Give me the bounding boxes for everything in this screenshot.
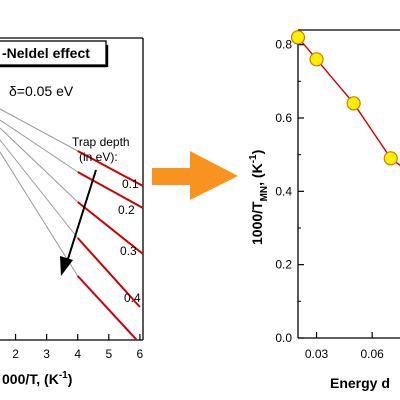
right-y-tick-label: 0.6 <box>275 111 292 125</box>
curve-label-0-2: 0.2 <box>118 203 135 217</box>
trend-arrow-head <box>60 256 73 276</box>
right-x-tick-label: 0.03 <box>305 347 329 361</box>
right-chart: 0.0 0.2 0.4 0.6 0.8 0.03 0.06 1000/TMN, (K-1)… <box>248 29 400 391</box>
curve-label-0-3: 0.3 <box>120 244 137 258</box>
left-series-red-segment <box>77 150 144 187</box>
left-series-red-segment <box>77 171 144 209</box>
left-x-tick-label: 3 <box>43 347 50 361</box>
arrow-head <box>190 151 238 200</box>
left-x-axis-label: 000/T, (K-1) <box>2 370 72 387</box>
trap-depth-unit-label: (in eV): <box>79 150 118 164</box>
left-chart-title: -Neldel effect <box>2 45 90 61</box>
curve-label-0-1: 0.1 <box>122 177 139 191</box>
right-data-point <box>346 96 361 111</box>
left-series-red-segment <box>77 201 144 255</box>
trap-depth-label: Trap depth <box>72 135 130 149</box>
right-series <box>290 30 400 167</box>
arrow-body <box>152 168 194 185</box>
right-x-tick-label: 0.06 <box>361 347 385 361</box>
left-x-tick-label: 5 <box>105 347 112 361</box>
left-series-gray-segment <box>0 151 79 277</box>
right-x-axis-label: Energy d <box>330 375 390 391</box>
right-x-ticks: 0.03 0.06 <box>305 332 384 361</box>
left-chart: 2 3 4 5 6 -Neldel effect δ=0.05 eV Trap dept… <box>0 37 144 387</box>
left-series-red-segment <box>76 237 141 308</box>
right-y-tick-label: 0.8 <box>275 38 292 52</box>
right-data-point <box>309 52 324 67</box>
left-x-tick-label: 6 <box>137 347 144 361</box>
left-series-red-segment <box>76 275 138 341</box>
right-y-tick-label: 0.4 <box>275 184 292 198</box>
left-series-gray-segment <box>0 119 78 173</box>
left-series-lines <box>0 108 144 341</box>
right-data-point <box>383 151 398 166</box>
left-x-ticks: 2 3 4 5 6 <box>12 334 144 361</box>
right-y-axis-label: 1000/TMN, (K-1) <box>248 150 270 245</box>
transition-arrow <box>152 151 238 200</box>
left-series-gray-segment <box>0 139 79 239</box>
left-x-tick-label: 2 <box>12 347 19 361</box>
right-y-tick-label: 0.0 <box>275 331 292 345</box>
curve-label-0-4: 0.4 <box>124 291 141 305</box>
right-y-tick-label: 0.2 <box>275 258 292 272</box>
right-data-point <box>290 30 306 45</box>
left-x-tick-label: 4 <box>74 347 81 361</box>
trend-arrow-shaft <box>66 169 97 263</box>
delta-annotation: δ=0.05 eV <box>9 83 74 99</box>
left-series-gray-segment <box>0 127 79 203</box>
left-series-gray-segment <box>0 108 78 152</box>
right-y-ticks: 0.0 0.2 0.4 0.6 0.8 <box>275 38 304 345</box>
